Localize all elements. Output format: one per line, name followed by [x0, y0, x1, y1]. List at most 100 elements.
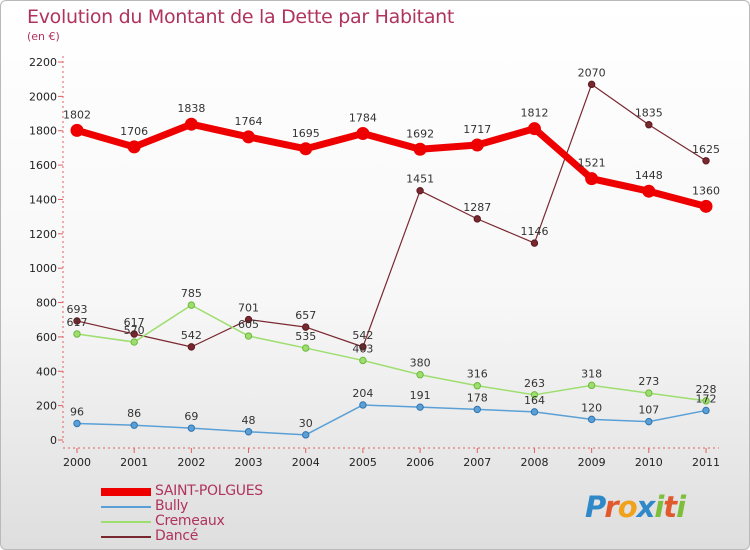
y-tick-label: 400 [36, 365, 57, 378]
y-tick-label: 2000 [29, 90, 57, 103]
x-tick-label: 2004 [292, 456, 320, 469]
legend-swatch [101, 488, 151, 496]
data-point [359, 401, 367, 409]
data-label: 617 [124, 316, 145, 329]
data-point [587, 381, 596, 390]
data-label: 318 [581, 367, 602, 380]
data-label: 542 [181, 329, 202, 342]
data-point [530, 391, 539, 399]
data-label: 178 [467, 391, 488, 404]
data-point [302, 344, 310, 352]
data-point [70, 123, 84, 137]
data-label: 605 [238, 318, 259, 331]
y-tick-label: 1200 [29, 228, 57, 241]
series-line-3 [76, 83, 707, 348]
data-label: 1521 [578, 157, 606, 170]
y-tick-label: 1600 [29, 159, 57, 172]
data-point [73, 317, 81, 325]
legend-label: Dancé [155, 528, 199, 544]
data-point [470, 138, 484, 152]
y-tick-label: 200 [36, 400, 57, 413]
y-tick-label: 1400 [29, 193, 57, 206]
data-label: 316 [467, 368, 488, 381]
data-label: 1812 [520, 107, 548, 120]
data-point [413, 142, 427, 156]
data-label: 204 [352, 387, 373, 400]
data-point [73, 419, 81, 428]
data-point [299, 142, 313, 156]
legend-swatch [101, 521, 151, 523]
data-point [184, 117, 198, 131]
data-label: 96 [70, 406, 84, 419]
data-point [302, 323, 310, 331]
data-point [359, 343, 367, 351]
data-point [530, 408, 539, 416]
data-point [702, 406, 710, 415]
data-point [73, 330, 81, 338]
data-point [527, 122, 541, 136]
data-point [702, 397, 710, 405]
data-label: 1706 [120, 125, 148, 138]
data-point [244, 428, 253, 436]
data-point [645, 389, 653, 397]
series-line-2 [76, 304, 707, 402]
legend-label: Cremeaux [155, 513, 225, 529]
x-tick-label: 2000 [63, 456, 91, 469]
data-label: 1692 [406, 127, 434, 140]
data-point [242, 130, 256, 144]
data-label: 1146 [520, 225, 548, 238]
y-tick-label: 800 [36, 297, 57, 310]
data-point [645, 417, 653, 426]
data-label: 535 [295, 330, 316, 343]
data-label: 172 [696, 392, 717, 405]
data-point [416, 186, 424, 195]
data-label: 657 [295, 309, 316, 322]
data-label: 1360 [692, 184, 720, 197]
chart-subtitle: (en €) [27, 30, 60, 43]
data-label: 1802 [63, 108, 91, 121]
x-tick-label: 2002 [177, 456, 205, 469]
data-point [645, 121, 653, 129]
data-labels: 6936175427016575421451128711462070183516… [63, 66, 720, 430]
proxiti-logo: Proxiti [585, 490, 688, 524]
data-label: 570 [124, 324, 145, 337]
data-point [187, 343, 196, 351]
legend-label: SAINT-POLGUES [155, 483, 263, 499]
data-label: 48 [242, 414, 256, 427]
data-point [585, 172, 599, 186]
data-label: 1717 [463, 123, 491, 136]
data-label: 1784 [349, 111, 377, 124]
y-tick-label: 1800 [29, 125, 57, 138]
x-tick-label: 2003 [235, 456, 263, 469]
data-label: 1625 [692, 143, 720, 156]
series-lines [70, 80, 713, 439]
data-label: 1764 [235, 115, 263, 128]
data-point [187, 424, 196, 432]
data-point [130, 330, 138, 338]
data-label: 69 [184, 410, 198, 423]
data-label: 2070 [578, 66, 606, 79]
data-point [702, 157, 710, 165]
series-line-0 [76, 120, 707, 210]
data-label: 1695 [292, 127, 320, 140]
data-point [130, 421, 138, 429]
legend-label: Bully [155, 498, 189, 514]
y-tick-label: 0 [50, 434, 57, 447]
x-tick-label: 2008 [520, 456, 548, 469]
data-point [359, 356, 367, 365]
data-point [473, 382, 481, 390]
x-tick-label: 2011 [692, 456, 720, 469]
data-point [130, 338, 138, 346]
data-label: 380 [410, 357, 431, 370]
data-label: 191 [410, 389, 431, 402]
data-label: 542 [352, 329, 373, 342]
series-line-1 [76, 404, 707, 436]
data-label: 263 [524, 377, 545, 390]
x-tick-label: 2001 [120, 456, 148, 469]
data-point [587, 415, 596, 424]
data-point [473, 405, 481, 414]
x-tick-label: 2005 [349, 456, 377, 469]
data-label: 164 [524, 394, 545, 407]
